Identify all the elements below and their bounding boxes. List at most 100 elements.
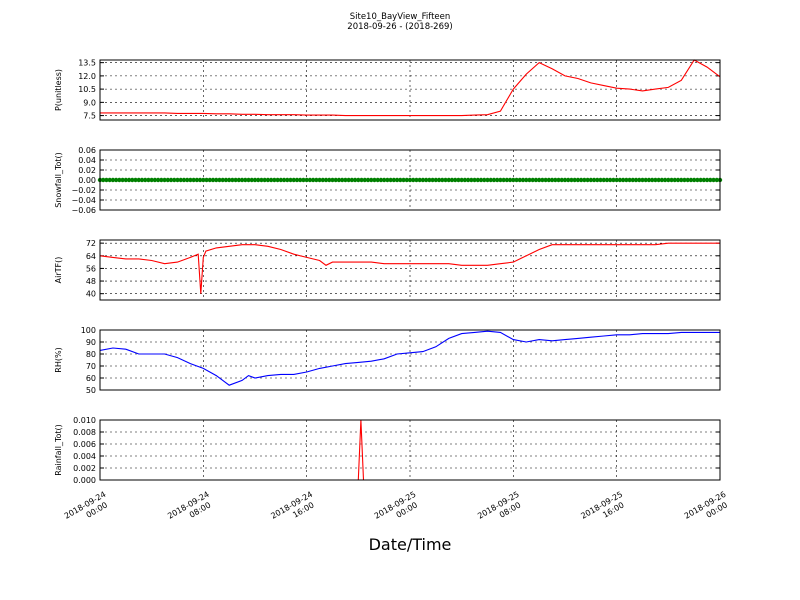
- data-point: [155, 177, 161, 183]
- data-point: [204, 177, 209, 183]
- data-point: [346, 177, 351, 183]
- data-point: [617, 177, 623, 183]
- data-point: [585, 177, 590, 183]
- data-point: [288, 177, 293, 183]
- data-point: [659, 177, 665, 183]
- data-point: [330, 177, 335, 183]
- data-point: [478, 177, 484, 183]
- data-point: [113, 177, 119, 183]
- data-point: [294, 177, 300, 183]
- data-point: [498, 177, 503, 183]
- data-point: [149, 177, 154, 183]
- y-tick-label: −0.04: [71, 196, 96, 205]
- data-point: [262, 177, 267, 183]
- data-point: [327, 177, 332, 183]
- data-point: [404, 177, 409, 183]
- data-point: [520, 177, 526, 183]
- panel-1: 7.5 9.0 10.5 12.0 13.5 P(unitless): [54, 59, 721, 121]
- data-point: [527, 177, 532, 183]
- data-point: [472, 177, 477, 183]
- data-point: [146, 177, 151, 183]
- y-tick-label: 48: [86, 277, 96, 286]
- y-tick-label: 0.06: [78, 146, 96, 155]
- data-point: [307, 177, 313, 183]
- data-point: [201, 177, 206, 183]
- data-point: [362, 177, 367, 183]
- data-point: [188, 177, 193, 183]
- data-point: [685, 177, 690, 183]
- data-point: [575, 177, 581, 183]
- y-tick-label: 100: [81, 326, 96, 335]
- data-point: [394, 177, 400, 183]
- data-point: [136, 177, 141, 183]
- data-point: [630, 177, 636, 183]
- data-point: [165, 177, 171, 183]
- x-axis-label: Date/Time: [369, 535, 452, 554]
- y-tick-label: 13.5: [78, 59, 96, 68]
- data-point: [566, 177, 571, 183]
- panel-2: −0.06−0.04−0.020.000.020.040.06 Snowfall_…: [54, 146, 723, 215]
- data-point: [656, 177, 661, 183]
- data-point: [456, 177, 461, 183]
- data-point: [246, 177, 251, 183]
- data-point: [191, 177, 196, 183]
- y-axis-label: RH(%): [54, 347, 63, 372]
- data-point: [682, 177, 687, 183]
- data-point: [194, 177, 200, 183]
- data-point: [562, 177, 568, 183]
- data-point: [110, 177, 116, 183]
- y-tick-label: 60: [86, 374, 96, 383]
- panel-4: 50 60 70 80 90 100 RH(%): [54, 326, 721, 395]
- data-point: [356, 177, 361, 183]
- data-point: [427, 177, 432, 183]
- data-point: [381, 177, 387, 183]
- data-point: [291, 177, 296, 183]
- data-point: [104, 177, 109, 183]
- data-point: [117, 177, 122, 183]
- y-tick-label: 10.5: [78, 85, 96, 94]
- panel-frame: [99, 239, 721, 301]
- data-point: [420, 177, 426, 183]
- data-point: [223, 177, 229, 183]
- data-point: [514, 177, 519, 183]
- y-tick-label: 0.04: [78, 156, 96, 165]
- data-point: [375, 177, 380, 183]
- data-point: [482, 177, 487, 183]
- data-point: [304, 177, 309, 183]
- data-point: [268, 177, 274, 183]
- data-point: [701, 177, 707, 183]
- data-point: [459, 177, 464, 183]
- data-point: [601, 177, 606, 183]
- data-point: [385, 177, 390, 183]
- data-point: [230, 177, 235, 183]
- y-tick-label: 0.004: [73, 452, 96, 461]
- data-point: [352, 177, 358, 183]
- data-point: [285, 177, 290, 183]
- data-point: [226, 177, 232, 183]
- data-point: [407, 177, 413, 183]
- data-point: [365, 177, 371, 183]
- data-point: [698, 177, 703, 183]
- data-point: [475, 177, 481, 183]
- data-point: [130, 177, 135, 183]
- data-point: [175, 177, 180, 183]
- data-point: [220, 177, 225, 183]
- data-point: [449, 177, 455, 183]
- data-point: [214, 177, 219, 183]
- data-point: [704, 177, 710, 183]
- data-point: [485, 177, 490, 183]
- data-point: [378, 177, 384, 183]
- y-axis-label: AirTF(): [54, 257, 63, 284]
- data-point: [595, 177, 600, 183]
- data-point: [401, 177, 406, 183]
- data-point: [139, 177, 145, 183]
- data-point: [653, 177, 658, 183]
- data-point: [591, 177, 597, 183]
- data-point: [152, 177, 158, 183]
